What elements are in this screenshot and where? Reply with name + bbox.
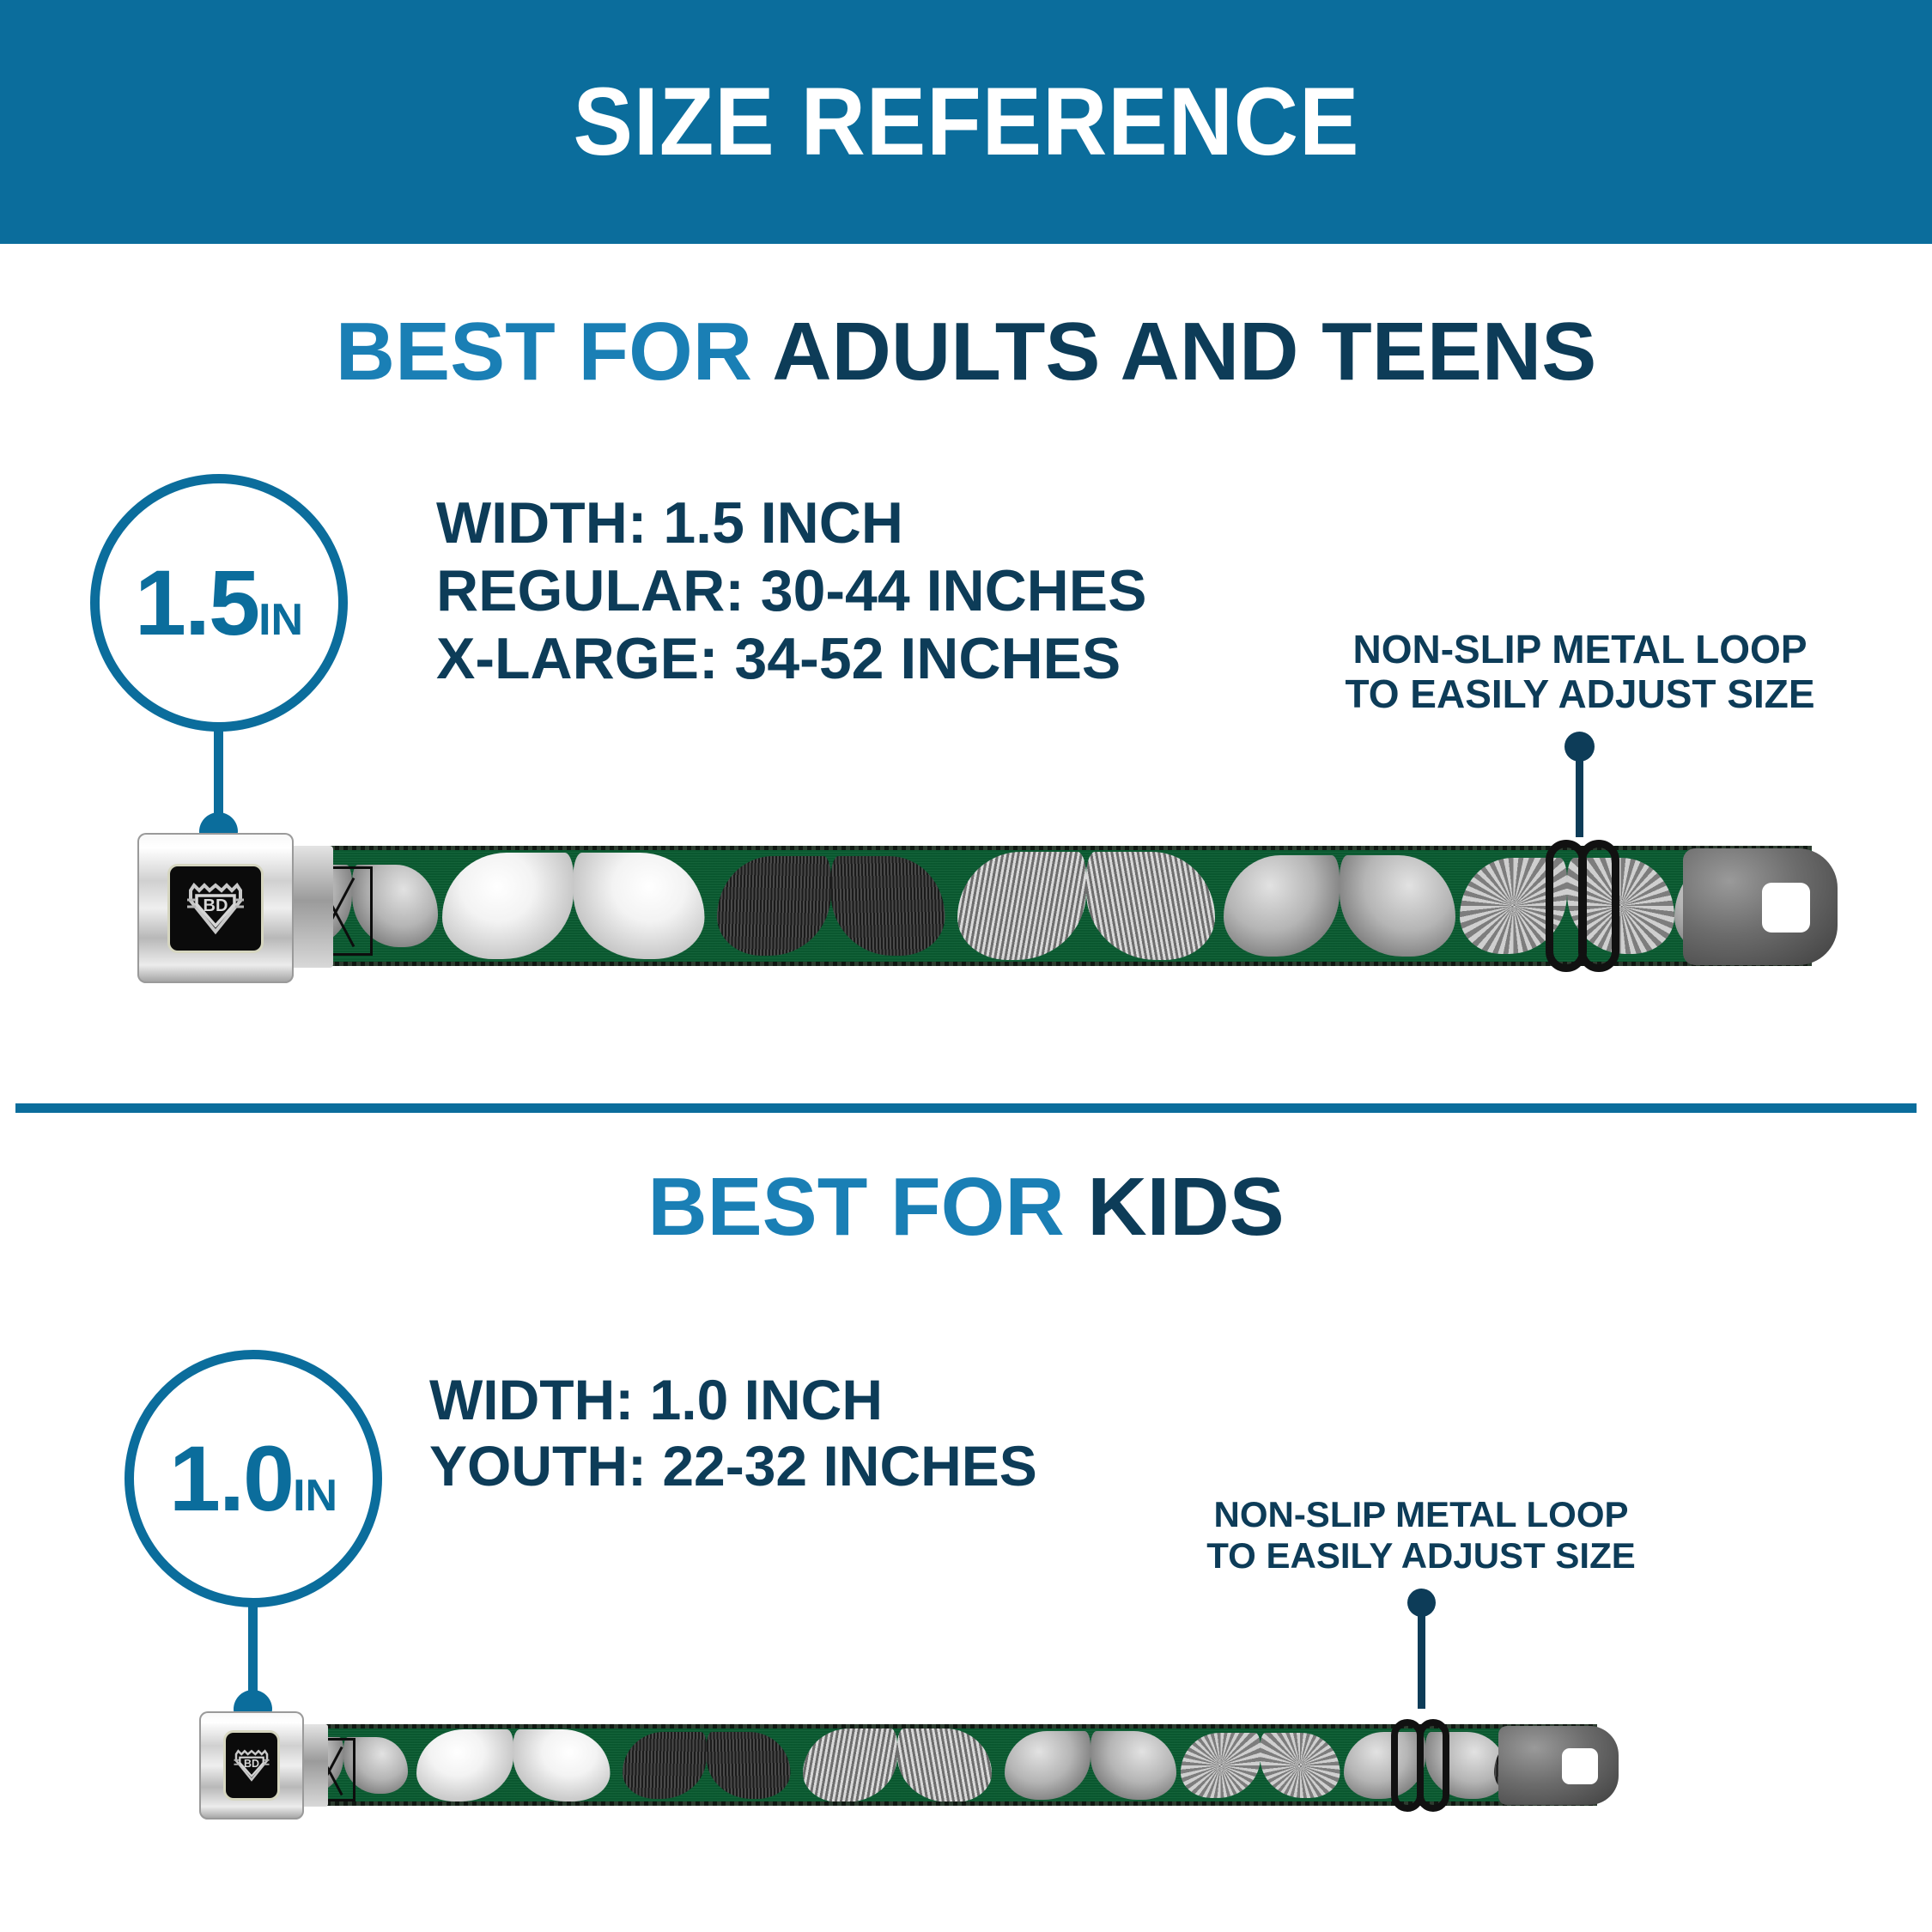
size-badge-text: 1.5 IN (135, 556, 303, 649)
callout-leader-line (1418, 1599, 1425, 1709)
buckle-hinge-kids (292, 1724, 328, 1807)
heading-lead-adults: BEST FOR (335, 306, 773, 398)
loop-callout-adults: NON-SLIP METAL LOOP TO EASILY ADJUST SIZ… (1340, 627, 1820, 837)
spec-regular-adults: REGULAR: 30-44 INCHES (436, 557, 1147, 623)
belt-tip-hole (1762, 883, 1810, 933)
page-title: SIZE REFERENCE (573, 68, 1359, 175)
mustache-motif (1344, 1731, 1507, 1799)
mustache-motif (1494, 1733, 1597, 1797)
loop-callout-line2: TO EASILY ADJUST SIZE (1345, 671, 1815, 717)
spec-xlarge-adults: X-LARGE: 34-52 INCHES (436, 625, 1121, 691)
badge-leader-dot (199, 812, 238, 851)
heading-lead-kids: BEST FOR (647, 1161, 1088, 1253)
mustache-motif (1674, 857, 1812, 955)
spec-youth-kids: YOUTH: 22-32 INCHES (429, 1433, 1037, 1498)
spec-width-adults: WIDTH: 1.5 INCH (436, 490, 903, 556)
size-badge-circle: 1.5 IN (90, 474, 348, 732)
belt-strap-adults (318, 846, 1812, 966)
spec-list-kids: WIDTH: 1.0 INCH YOUTH: 22-32 INCHES (429, 1367, 1037, 1498)
buckle-logo-plate: BD (170, 866, 261, 951)
non-slip-metal-loop-adults (1546, 840, 1587, 972)
mustache-motif (1224, 855, 1455, 957)
loop-callout-text-kids: NON-SLIP METAL LOOP TO EASILY ADJUST SIZ… (1198, 1494, 1644, 1577)
mustache-motif (318, 865, 438, 947)
svg-text:BD: BD (204, 896, 228, 915)
spec-list-adults: WIDTH: 1.5 INCH REGULAR: 30-44 INCHES X-… (436, 489, 1147, 693)
size-badge-text: 1.0 IN (169, 1432, 337, 1525)
badge-leader-line (214, 728, 223, 829)
section-heading-adults: BEST FOR ADULTS AND TEENS (0, 311, 1932, 393)
buckle-hinge-adults (283, 846, 333, 968)
size-badge-number: 1.0 (168, 1426, 295, 1530)
header-bar: SIZE REFERENCE (0, 0, 1932, 244)
loop-callout-line2: TO EASILY ADJUST SIZE (1206, 1534, 1636, 1576)
loop-callout-text-adults: NON-SLIP METAL LOOP TO EASILY ADJUST SIZ… (1340, 627, 1820, 717)
strap-edge (318, 1801, 1597, 1806)
loop-callout-line1: NON-SLIP METAL LOOP (1213, 1494, 1629, 1534)
svg-text:BD: BD (244, 1758, 259, 1770)
belt-metal-tip-kids (1498, 1726, 1619, 1805)
strap-edge (318, 962, 1812, 966)
strap-edge (318, 846, 1812, 850)
mustache-motif (1460, 858, 1674, 954)
pattern-x-box (318, 866, 373, 956)
belt-metal-tip-adults (1683, 848, 1838, 965)
section-divider (15, 1103, 1917, 1113)
size-badge-unit: IN (293, 1471, 338, 1521)
non-slip-metal-loop-kids (1391, 1719, 1424, 1812)
strap-weave-texture (318, 846, 1812, 966)
mustache-motif (957, 852, 1215, 960)
strap-edge (318, 1724, 1597, 1728)
badge-leader-dot (234, 1690, 272, 1728)
mustache-motif (1181, 1732, 1340, 1798)
mustache-motif (623, 1731, 790, 1799)
size-badge-number: 1.5 (134, 550, 260, 654)
badge-leader-line (248, 1604, 258, 1707)
heading-emphasis-kids: KIDS (1087, 1161, 1285, 1253)
heading-emphasis-adults: ADULTS AND TEENS (772, 306, 1597, 398)
bd-shield-logo-icon: BD (187, 882, 244, 934)
mustache-motif (318, 1736, 408, 1794)
mustache-motif (416, 1728, 610, 1801)
section-heading-kids: BEST FOR KIDS (0, 1166, 1932, 1249)
mustache-motif (1005, 1730, 1176, 1800)
loop-callout-line1: NON-SLIP METAL LOOP (1352, 627, 1807, 671)
strap-weave-texture (318, 1724, 1597, 1806)
belt-buckle-adults: BD (137, 833, 294, 983)
mustache-motif (717, 856, 945, 956)
mustache-motif (442, 853, 704, 959)
buckle-logo-plate: BD (226, 1733, 277, 1798)
loop-callout-kids: NON-SLIP METAL LOOP TO EASILY ADJUST SIZ… (1198, 1494, 1644, 1709)
size-badge-unit: IN (258, 595, 304, 645)
size-badge-circle: 1.0 IN (125, 1350, 382, 1607)
spec-width-kids: WIDTH: 1.0 INCH (429, 1368, 883, 1431)
pattern-x-box (318, 1738, 355, 1801)
belt-strap-kids (318, 1724, 1597, 1806)
non-slip-metal-loop-adults (1578, 840, 1619, 972)
bd-shield-logo-icon: BD (234, 1749, 270, 1782)
non-slip-metal-loop-kids (1417, 1719, 1449, 1812)
callout-leader-line (1576, 743, 1583, 837)
mustache-motif (803, 1728, 992, 1802)
belt-tip-hole (1562, 1748, 1598, 1784)
